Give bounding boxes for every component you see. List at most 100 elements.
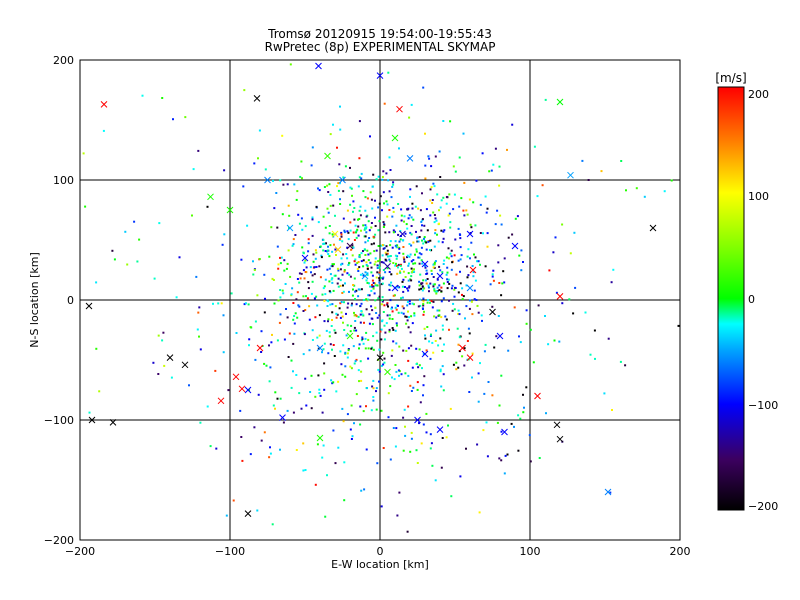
data-point [340,363,343,366]
data-point [346,230,349,233]
data-point [402,449,405,452]
data-point [304,225,307,228]
data-point [424,334,426,337]
data-point [279,256,281,259]
data-point [263,273,266,276]
data-point [346,356,349,359]
data-point [406,254,409,257]
data-point [433,214,436,216]
data-point [308,318,311,321]
data-point [463,214,466,217]
data-point [419,298,421,301]
data-point [88,411,91,414]
data-point [307,242,310,245]
data-point-cross [100,101,108,108]
data-point [355,393,358,396]
data-point [354,224,357,227]
data-point [319,245,322,248]
data-point [161,339,164,342]
data-point [265,364,268,367]
data-point [439,370,442,373]
data-point [460,254,463,257]
data-point [375,387,378,390]
data-point [334,214,336,217]
data-point [459,475,462,478]
data-point [322,249,325,252]
data-point [462,132,465,135]
data-point-cross [316,434,324,442]
data-point [372,282,375,284]
data-point [283,269,286,272]
data-point [448,212,451,215]
data-point [433,266,436,269]
data-point-cross [534,392,541,400]
data-point [423,237,425,240]
data-point [465,305,468,308]
data-point [390,307,393,310]
data-point [489,283,492,286]
data-point [375,249,378,252]
data-point [421,262,424,265]
data-point [354,263,357,266]
data-point [544,315,546,317]
data-point [389,244,392,247]
data-point [356,228,359,231]
data-point [420,442,423,445]
data-point [417,256,420,259]
data-point [459,282,462,285]
data-point [389,240,392,243]
data-point [370,305,373,308]
data-point [248,389,250,392]
data-point [439,337,442,340]
data-point [381,176,384,178]
data-point [391,310,394,313]
data-point [452,165,455,168]
data-point [361,337,364,340]
data-point [411,202,414,205]
data-point [298,222,301,225]
data-point [422,353,425,356]
data-point [518,335,520,338]
data-point [311,280,314,283]
data-point [507,349,510,352]
data-point [370,271,373,274]
data-point [321,411,324,414]
data-point [434,479,437,482]
data-point-cross [469,266,477,274]
data-point [385,322,388,325]
data-point [408,286,411,289]
data-point [342,190,345,193]
data-point [323,320,326,323]
data-point [421,285,424,288]
data-point [407,359,410,362]
data-point [175,296,178,299]
data-point [342,253,345,256]
data-point [310,292,313,295]
data-point [400,297,402,300]
data-point [405,315,408,318]
data-point [434,260,437,263]
data-point [382,311,385,313]
data-point [670,179,673,182]
data-point [409,384,412,387]
data-point [333,355,336,357]
data-point [364,227,366,230]
data-point [486,455,489,458]
data-point [397,311,400,314]
data-point [223,169,226,172]
data-point [298,272,301,275]
colorbar-tick-label: 200 [748,88,769,101]
data-point [477,400,480,403]
data-point [447,278,450,281]
data-point [365,279,368,282]
data-point [433,245,436,248]
data-point [339,203,342,205]
data-point [304,259,307,262]
data-point [429,335,432,337]
data-point [447,424,449,427]
data-point [411,269,414,272]
data-point [498,457,501,460]
colorbar-tick-label: −100 [748,399,778,412]
data-point [133,220,136,223]
data-point-cross [556,293,564,300]
